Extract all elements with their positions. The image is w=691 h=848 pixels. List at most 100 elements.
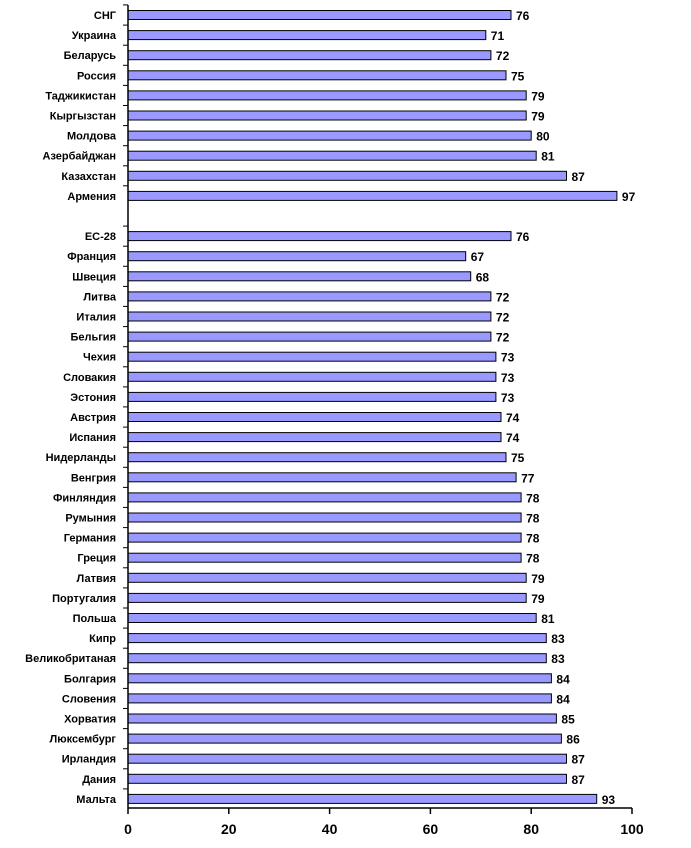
- value-label: 81: [541, 150, 555, 164]
- value-label: 72: [496, 290, 510, 304]
- value-label: 74: [506, 411, 520, 425]
- bar: [127, 713, 557, 724]
- bar: [127, 50, 492, 61]
- category-label: Ирландия: [62, 754, 116, 766]
- bar: [127, 231, 512, 242]
- bar: [127, 331, 492, 342]
- bar: [127, 311, 492, 322]
- category-label: Германия: [64, 533, 116, 545]
- category-label: Украина: [72, 30, 117, 42]
- bar: [127, 351, 497, 362]
- category-label: Нидерланды: [46, 452, 116, 464]
- category-label: Дания: [82, 774, 116, 786]
- category-label: Австрия: [70, 412, 116, 424]
- bar: [127, 613, 537, 623]
- value-label: 67: [471, 250, 485, 264]
- category-label: Швеция: [72, 271, 116, 283]
- bars-layer: СНГ 76 Украина 71 Беларусь 72 Россия 75 Таджикис…: [25, 9, 635, 807]
- bar: [127, 432, 502, 443]
- category-label: Греция: [77, 553, 116, 565]
- category-label: Словения: [62, 693, 116, 705]
- bar: [127, 633, 547, 644]
- value-label: 75: [511, 451, 525, 465]
- category-label: Франция: [67, 251, 116, 263]
- value-label: 73: [501, 371, 515, 385]
- category-label: Кипр: [89, 633, 116, 645]
- value-label: 72: [496, 49, 510, 63]
- category-label: Великобританая: [25, 653, 116, 665]
- value-label: 79: [531, 592, 545, 606]
- category-label: Кыргызстан: [50, 111, 116, 123]
- value-label: 77: [521, 471, 535, 485]
- category-label: Россия: [77, 70, 116, 82]
- category-label: Хорватия: [64, 714, 116, 726]
- x-tick-label: 20: [221, 821, 237, 837]
- bar: [127, 552, 522, 563]
- category-label: Таджикистан: [45, 90, 116, 102]
- category-label: СНГ: [94, 10, 117, 22]
- value-label: 93: [602, 793, 616, 807]
- category-label: Венгрия: [71, 472, 116, 484]
- value-label: 85: [561, 713, 575, 727]
- value-label: 78: [526, 532, 540, 546]
- category-label: Румыния: [65, 513, 116, 525]
- bar: [127, 110, 527, 121]
- value-label: 78: [526, 512, 540, 526]
- bar: [127, 592, 527, 603]
- category-label: Чехия: [83, 352, 116, 364]
- bar: [127, 572, 527, 583]
- category-label: Беларусь: [64, 50, 117, 62]
- value-label: 75: [511, 69, 525, 83]
- bar: [127, 753, 567, 764]
- bar: [127, 130, 532, 141]
- bar: [127, 452, 507, 463]
- value-label: 78: [526, 552, 540, 566]
- value-label: 73: [501, 391, 515, 405]
- value-label: 68: [476, 270, 490, 284]
- bar: [127, 391, 497, 402]
- category-label: Бельгия: [70, 332, 116, 344]
- bar: [127, 793, 598, 804]
- value-label: 79: [531, 110, 545, 124]
- x-tick-label: 80: [523, 821, 539, 837]
- value-label: 81: [541, 612, 555, 626]
- value-label: 78: [526, 491, 540, 505]
- value-label: 83: [551, 652, 565, 666]
- value-label: 73: [501, 351, 515, 365]
- bar: [127, 70, 507, 81]
- category-label: Азербайджан: [43, 151, 116, 163]
- category-label: Люксембург: [50, 734, 117, 746]
- bar: [127, 190, 618, 201]
- value-label: 87: [572, 170, 586, 184]
- bar: [127, 90, 527, 101]
- bar: [127, 492, 522, 503]
- category-label: Испания: [69, 432, 116, 444]
- bar: [127, 30, 487, 41]
- category-label: Эстония: [70, 392, 116, 404]
- bar: [127, 472, 517, 483]
- value-label: 79: [531, 572, 545, 586]
- category-label: Литва: [83, 291, 116, 303]
- value-label: 80: [536, 130, 550, 144]
- bar: [127, 271, 472, 282]
- category-label: Армения: [67, 191, 116, 203]
- value-label: 79: [531, 89, 545, 103]
- category-label: Молдова: [67, 131, 117, 143]
- category-label: Португалия: [52, 593, 116, 605]
- value-label: 83: [551, 632, 565, 646]
- value-label: 84: [556, 692, 570, 706]
- value-label: 76: [516, 230, 530, 244]
- value-label: 87: [572, 773, 586, 787]
- bar: [127, 512, 522, 523]
- value-label: 87: [572, 753, 586, 767]
- value-label: 76: [516, 9, 530, 23]
- x-tick-label: 60: [423, 821, 439, 837]
- value-label: 84: [556, 672, 570, 686]
- bar: [127, 412, 502, 422]
- bar: [127, 773, 567, 784]
- bar: [127, 371, 497, 382]
- value-label: 72: [496, 311, 510, 325]
- category-label: Болгария: [64, 673, 116, 685]
- bar: [127, 673, 552, 684]
